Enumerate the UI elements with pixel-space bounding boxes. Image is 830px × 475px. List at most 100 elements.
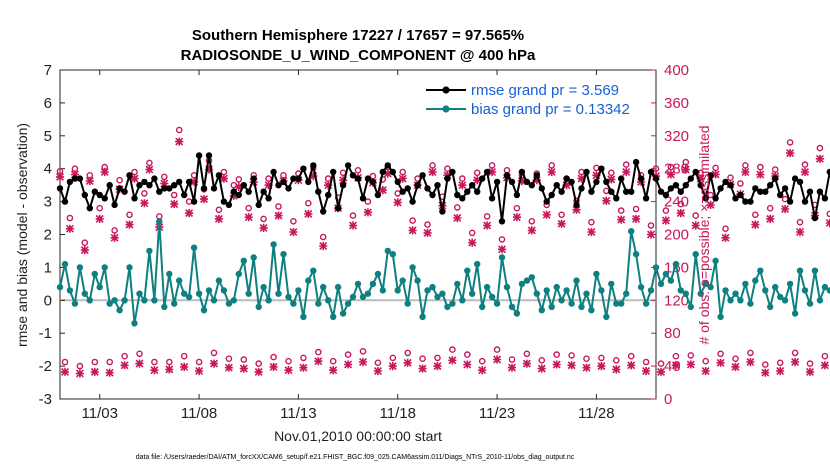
obs-possible-point	[344, 351, 352, 358]
obs-possible-point	[737, 180, 744, 187]
rmse-point	[528, 182, 535, 189]
rmse-point	[796, 178, 804, 186]
obs-assimilated-point	[388, 362, 397, 371]
bias-point	[359, 293, 367, 301]
bias-point	[657, 280, 665, 288]
bias-point	[131, 320, 138, 327]
bias-point	[91, 270, 99, 278]
rmse-point	[538, 185, 545, 192]
obs-assimilated-point	[70, 170, 79, 179]
obs-assimilated-point	[105, 368, 114, 377]
obs-assimilated-point	[547, 167, 556, 177]
bias-point	[548, 303, 555, 311]
right-axis-label: # of obs: o=possible; ×=assimilated	[696, 125, 712, 344]
rmse-point	[86, 205, 94, 212]
rmse-point	[106, 182, 113, 189]
rmse-point	[166, 185, 173, 192]
rmse-point	[200, 185, 208, 192]
obs-assimilated-point	[632, 214, 641, 223]
chart-title-line1: Southern Hemisphere 17227 / 17657 = 97.5…	[192, 27, 524, 44]
obs-possible-point	[111, 227, 118, 234]
obs-assimilated-point	[642, 367, 651, 376]
rmse-point	[285, 185, 292, 192]
rmse-point	[767, 182, 774, 189]
left-tick-label: 4	[44, 161, 52, 178]
bias-point	[280, 251, 287, 258]
bias-point	[772, 283, 779, 291]
rmse-point	[444, 175, 451, 182]
rmse-point	[176, 178, 183, 186]
bias-point	[106, 300, 113, 307]
right-tick-label: 320	[664, 128, 689, 145]
obs-assimilated-point	[627, 361, 636, 370]
obs-possible-point	[304, 199, 312, 207]
bias-point	[210, 297, 218, 304]
rmse-point	[762, 188, 769, 195]
bias-point	[538, 307, 545, 314]
obs-assimilated-point	[527, 226, 536, 235]
rmse-point	[657, 188, 665, 195]
bias-point	[811, 267, 819, 274]
obs-assimilated-point	[180, 362, 189, 371]
rmse-point	[747, 198, 754, 205]
obs-assimilated-point	[284, 366, 293, 375]
obs-possible-point	[762, 361, 769, 368]
obs-possible-point	[66, 214, 74, 222]
obs-assimilated-point	[602, 196, 611, 205]
bias-point	[394, 287, 401, 294]
rmse-point	[772, 175, 779, 182]
bias-point	[454, 280, 461, 288]
obs-assimilated-point	[344, 360, 353, 369]
x-tick-label: 11/03	[82, 405, 118, 422]
obs-possible-point	[687, 352, 695, 359]
rmse-point	[151, 175, 158, 182]
rmse-point	[508, 178, 516, 186]
rmse-point	[483, 168, 491, 176]
obs-possible-point	[632, 205, 640, 213]
left-tick-label: -3	[39, 391, 52, 408]
bias-point	[533, 290, 540, 297]
bias-point	[81, 290, 89, 297]
obs-possible-point	[642, 358, 650, 366]
rmse-point	[563, 175, 570, 182]
rmse-point	[56, 185, 64, 192]
obs-assimilated-point	[200, 195, 209, 204]
obs-assimilated-point	[433, 362, 442, 371]
bias-point	[61, 260, 69, 268]
rmse-point	[260, 188, 267, 195]
rmse-point	[568, 178, 575, 186]
bias-point	[632, 251, 640, 258]
obs-assimilated-point	[512, 213, 521, 222]
legend-rmse-marker	[442, 86, 450, 94]
rmse-point	[399, 188, 406, 195]
obs-possible-point	[349, 212, 357, 219]
rmse-point	[354, 175, 362, 182]
x-tick-label: 11/08	[181, 405, 217, 422]
bias-point	[419, 313, 426, 320]
x-tick-label: 11/23	[479, 405, 515, 422]
rmse-point	[310, 162, 317, 169]
obs-assimilated-point	[309, 172, 318, 181]
bias-point	[464, 267, 471, 274]
bias-point	[295, 287, 302, 294]
obs-assimilated-point	[453, 214, 462, 223]
rmse-point	[434, 182, 441, 189]
obs-assimilated-point	[418, 364, 427, 373]
obs-possible-point	[528, 217, 536, 225]
rmse-point	[737, 191, 744, 199]
bias-point	[449, 300, 456, 307]
obs-assimilated-point	[815, 154, 824, 163]
obs-possible-point	[270, 353, 277, 361]
obs-possible-point	[598, 354, 605, 362]
obs-assimilated-point	[483, 221, 492, 230]
obs-possible-point	[717, 350, 724, 358]
rmse-point	[449, 168, 456, 176]
obs-assimilated-point	[378, 186, 387, 195]
bias-point	[429, 283, 436, 291]
right-tick-label: 360	[664, 95, 689, 112]
obs-possible-point	[692, 212, 700, 219]
obs-possible-point	[583, 355, 590, 363]
obs-possible-point	[622, 161, 630, 168]
rmse-point	[777, 191, 784, 199]
rmse-point	[628, 188, 635, 195]
